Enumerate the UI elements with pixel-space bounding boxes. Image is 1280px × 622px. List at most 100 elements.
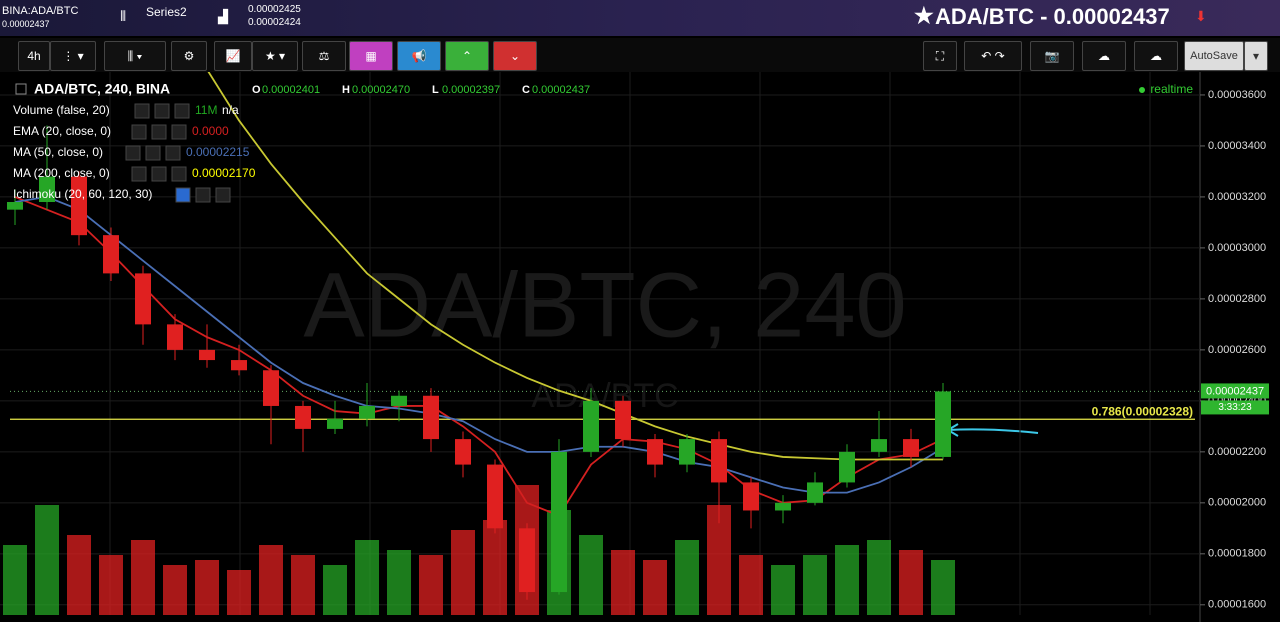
cube-button[interactable]: ▦ xyxy=(349,41,393,71)
star: ★ xyxy=(914,3,934,28)
volume-bar xyxy=(675,540,699,615)
buy-button[interactable]: ⌃ xyxy=(445,41,489,71)
chart-type-button[interactable]: ⫼ ▾ xyxy=(104,41,166,71)
candle-body xyxy=(615,400,631,440)
candle-body xyxy=(7,202,23,210)
ohlc-label: H xyxy=(342,84,350,96)
volume-bar xyxy=(707,505,731,615)
study-button xyxy=(174,103,190,119)
candle-body xyxy=(135,273,151,325)
candle-body xyxy=(647,439,663,465)
candle-body xyxy=(487,464,503,529)
sell-button[interactable]: ⌄ xyxy=(493,41,537,71)
volume-bar xyxy=(771,565,795,615)
study-value: 0.00002215 xyxy=(186,145,250,159)
ohlc-label: L xyxy=(432,84,439,96)
series-name: Series2 xyxy=(146,5,187,19)
overlay-line xyxy=(14,195,944,494)
annotation-arrow xyxy=(947,423,1039,437)
settings-button[interactable]: ⚙ xyxy=(171,41,207,71)
study-value: 11M xyxy=(195,103,217,117)
autosave-menu[interactable]: ▾ xyxy=(1244,41,1268,71)
candle-body xyxy=(935,391,951,457)
favorites-button[interactable]: ★ ▾ xyxy=(252,41,298,71)
volume-bar xyxy=(259,545,283,615)
volume-bar xyxy=(163,565,187,615)
candle-body xyxy=(295,405,311,429)
countdown-box xyxy=(1201,400,1269,415)
icon: ▟ xyxy=(218,9,228,24)
announce-button[interactable]: 📢 xyxy=(397,41,441,71)
y-tick-label: 0.00003600 xyxy=(1208,89,1266,101)
load-button[interactable]: ☁ xyxy=(1082,41,1126,71)
study-name: Volume (false, 20) xyxy=(13,103,110,117)
undo-redo-button[interactable]: ↶ ↷ xyxy=(964,41,1022,71)
candle-body xyxy=(903,439,919,457)
candle-body xyxy=(167,324,183,350)
candle-body xyxy=(583,400,599,452)
candle-body xyxy=(455,439,471,465)
volume-bar xyxy=(291,555,315,615)
indicators-button[interactable]: 📈 xyxy=(214,41,252,71)
study-value: 0.00002170 xyxy=(192,166,256,180)
top-bar: BINA:ADA/BTC 0.00002437 ⦀ Series2 ▟ 0.00… xyxy=(0,0,1280,36)
candle-body xyxy=(71,176,87,236)
title: ADA/BTC - 0.00002437 xyxy=(935,4,1170,29)
study-button xyxy=(151,166,167,182)
volume-bar xyxy=(611,550,635,615)
toolbar: 4h ⋮ ▾ ⫼ ▾ ⚙ 📈 ★ ▾ ⚖ ▦ 📢 ⌃ ⌄ ⛶ ↶ ↷ 📷 ☁ ☁… xyxy=(0,38,1280,72)
candle-body xyxy=(391,395,407,406)
ohlc-label: C xyxy=(522,84,530,96)
ohlc-label: O xyxy=(252,84,261,96)
ohlc-value: 0.00002437 xyxy=(532,84,590,96)
candle-body xyxy=(199,349,215,361)
study-name: Ichimoku (20, 60, 120, 30) xyxy=(13,187,152,201)
candle-body xyxy=(871,439,887,452)
series-title: ADA/BTC, 240, BINA xyxy=(34,81,170,97)
study-value: 0.0000 xyxy=(192,124,229,138)
candle-body xyxy=(327,418,343,429)
study-button xyxy=(131,124,147,140)
realtime: realtime xyxy=(1150,82,1193,96)
study-button xyxy=(171,124,187,140)
fib-label: 0.786(0.00002328) xyxy=(1092,404,1193,418)
candle-body xyxy=(679,439,695,465)
study-button xyxy=(171,166,187,182)
snapshot-button[interactable]: 📷 xyxy=(1030,41,1074,71)
y-tick-label: 0.00002000 xyxy=(1208,497,1266,509)
study-button xyxy=(215,187,231,203)
y-tick-label: 0.00002200 xyxy=(1208,446,1266,458)
volume-bar xyxy=(483,520,507,615)
ohlc-value: 0.00002397 xyxy=(442,84,500,96)
candle-body xyxy=(39,176,55,203)
symbol-price: 0.00002437 xyxy=(2,19,50,29)
volume-bar xyxy=(739,555,763,615)
study-extra: n/a xyxy=(222,103,239,117)
study-button xyxy=(134,103,150,119)
save-button[interactable]: ☁ xyxy=(1134,41,1178,71)
study-button xyxy=(125,145,141,161)
study-name: EMA (20, close, 0) xyxy=(13,124,111,138)
watermark: ADA/BTC, 240 xyxy=(303,254,906,356)
volume-bar xyxy=(67,535,91,615)
candle-body xyxy=(263,370,279,406)
series-value: 0.00002425 xyxy=(248,4,301,15)
volume-bar xyxy=(131,540,155,615)
watermark-small: ADA/BTC xyxy=(531,377,678,415)
interval-button[interactable]: 4h xyxy=(18,41,50,71)
fullscreen-button[interactable]: ⛶ xyxy=(923,41,957,71)
y-tick-label: 0.00003000 xyxy=(1208,242,1266,254)
compare-button[interactable]: ⚖ xyxy=(302,41,346,71)
ohlc-value: 0.00002401 xyxy=(262,84,320,96)
autosave-button[interactable]: AutoSave xyxy=(1184,41,1244,71)
volume-bar xyxy=(387,550,411,615)
volume-bar xyxy=(323,565,347,615)
countdown: 3:33:23 xyxy=(1218,402,1252,413)
candle-body xyxy=(359,405,375,419)
y-tick-label: 0.00003200 xyxy=(1208,191,1266,203)
candle-body xyxy=(231,360,247,371)
down-arrow: ⬇ xyxy=(1195,8,1207,24)
volume-bar xyxy=(643,560,667,615)
menu-button[interactable]: ⋮ ▾ xyxy=(50,41,96,71)
